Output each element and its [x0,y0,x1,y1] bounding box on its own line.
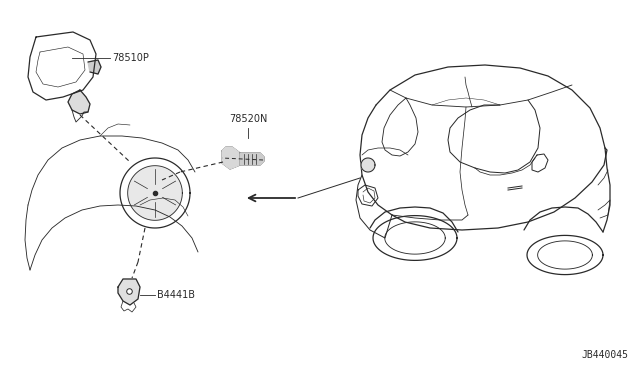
Polygon shape [68,90,90,114]
Polygon shape [118,279,140,305]
Polygon shape [240,153,264,165]
Polygon shape [88,60,101,74]
Text: 78510P: 78510P [112,53,149,63]
Polygon shape [361,158,375,172]
Polygon shape [222,147,240,169]
Text: JB440045: JB440045 [581,350,628,360]
Text: 78520N: 78520N [229,114,267,124]
Text: B4441B: B4441B [157,290,195,300]
Polygon shape [128,166,182,220]
